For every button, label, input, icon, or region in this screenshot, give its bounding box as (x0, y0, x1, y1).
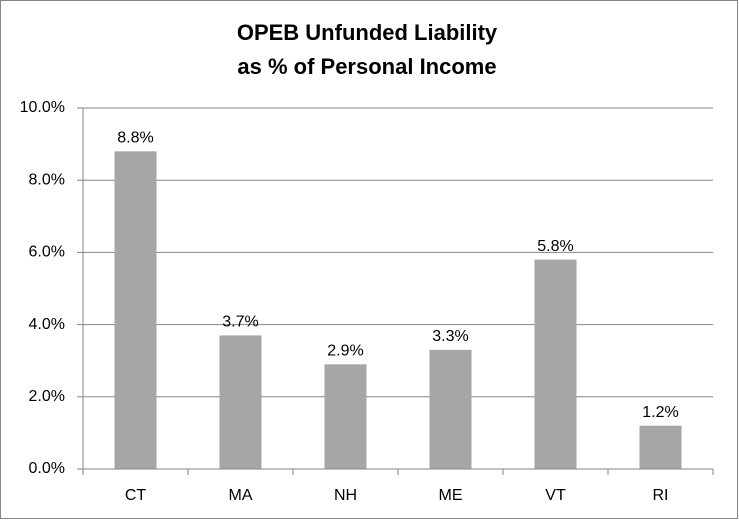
y-tick-label: 10.0% (20, 99, 65, 116)
bar (429, 349, 472, 469)
y-tick-label: 2.0% (29, 388, 65, 405)
x-tick-label: MA (229, 487, 253, 504)
chart-title: OPEB Unfunded Liability (237, 20, 498, 45)
x-tick-label: NH (334, 487, 357, 504)
data-label: 3.7% (222, 314, 258, 331)
data-label: 3.3% (432, 328, 468, 345)
x-tick-label: RI (653, 487, 669, 504)
y-tick-label: 4.0% (29, 316, 65, 333)
x-tick-label: ME (439, 487, 463, 504)
y-tick-label: 6.0% (29, 244, 65, 261)
data-label: 2.9% (327, 343, 363, 360)
bar (534, 259, 577, 469)
bar (114, 151, 157, 469)
y-tick-label: 8.0% (29, 171, 65, 188)
bar (324, 364, 367, 469)
bar (219, 335, 262, 469)
y-tick-label: 0.0% (29, 460, 65, 477)
data-label: 8.8% (117, 130, 153, 147)
chart-title: as % of Personal Income (237, 54, 496, 79)
bar (639, 425, 682, 469)
data-label: 5.8% (537, 238, 573, 255)
x-tick-label: VT (545, 487, 566, 504)
data-label: 1.2% (642, 404, 678, 421)
x-tick-label: CT (125, 487, 147, 504)
